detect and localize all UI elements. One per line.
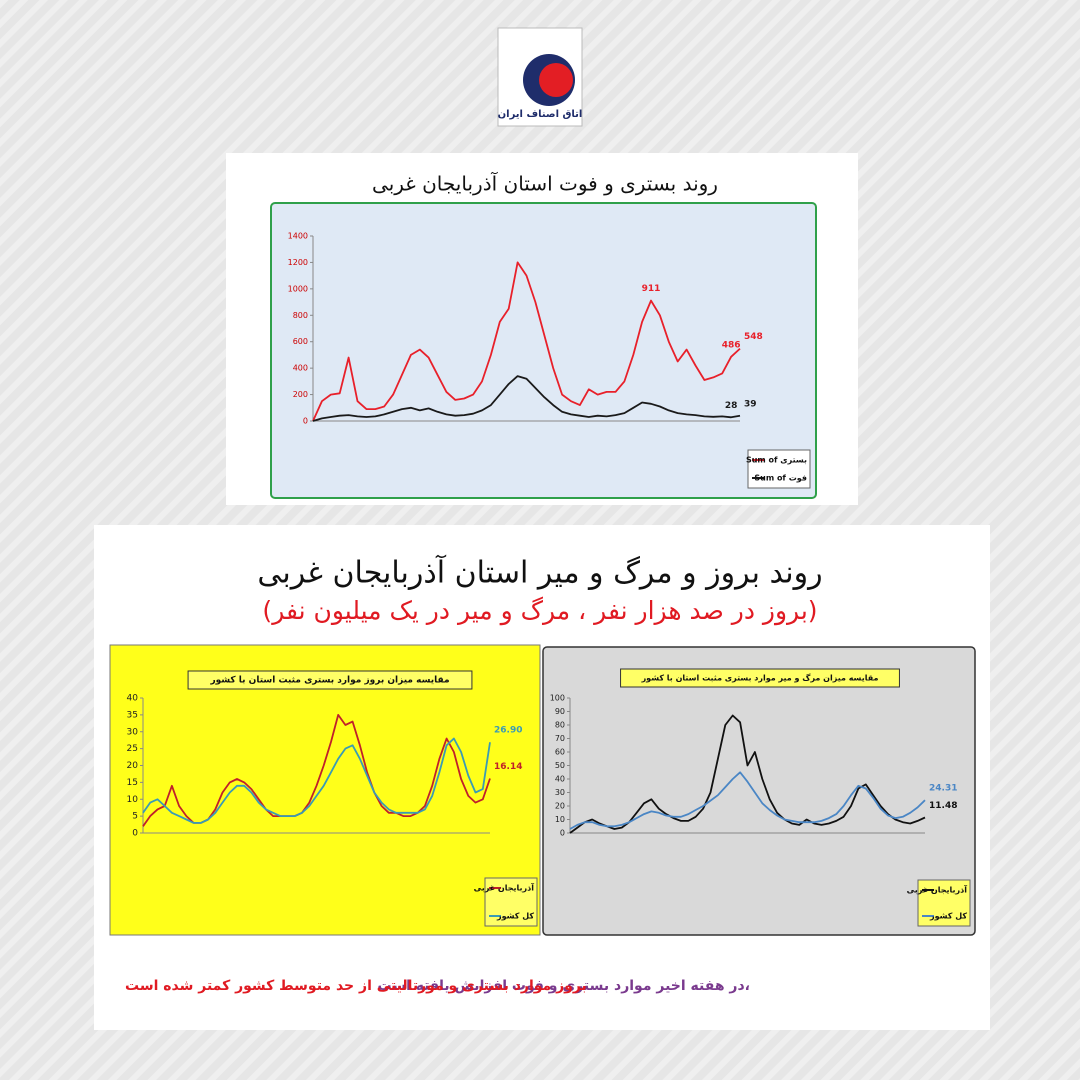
legend-label: Sum of بستری (746, 456, 807, 465)
y-tick-label: 35 (127, 710, 138, 720)
chart-title: روند بستری و فوت استان آذربایجان غربی (372, 171, 718, 196)
y-tick-label: 80 (555, 721, 565, 730)
y-tick-label: 200 (293, 390, 308, 399)
y-tick-label: 20 (127, 761, 139, 771)
data-label: 16.14 (494, 762, 522, 772)
y-tick-label: 1400 (288, 232, 308, 241)
series-line (312, 261, 741, 422)
title-box (187, 670, 473, 690)
y-tick-label: 1000 (288, 284, 308, 293)
section-title: روند بروز و مرگ و میر استان آذربایجان غر… (257, 555, 822, 591)
data-label: 486 (722, 340, 741, 350)
series-line (569, 771, 926, 830)
logo-text: اتاق اصناف ایران (498, 109, 583, 120)
y-tick-label: 30 (127, 727, 139, 737)
chart-title: مقایسه میزان بروز موارد بستری مثبت استان… (209, 676, 449, 686)
data-label: 28 (725, 401, 738, 411)
legend-label: کل کشور (929, 912, 967, 921)
title-box (620, 668, 900, 688)
legend-label: کل کشور (496, 912, 534, 921)
y-tick-label: 0 (132, 829, 138, 839)
y-tick-label: 50 (555, 761, 565, 770)
data-label: 11.48 (929, 801, 957, 811)
chart-frame (109, 644, 541, 936)
footer-note: بروز موارد بستری و مورتالیتی از حد متوسط… (125, 978, 587, 994)
legend-label: آذربایجان غربی (474, 883, 535, 893)
data-label: 24.31 (929, 784, 957, 794)
data-label: 26.90 (494, 726, 522, 736)
y-tick-label: 10 (555, 815, 565, 824)
legend-box (484, 877, 538, 927)
y-tick-label: 20 (555, 802, 565, 811)
y-tick-label: 40 (555, 775, 565, 784)
y-tick-label: 100 (550, 694, 565, 703)
y-tick-label: 25 (127, 744, 138, 754)
section-subtitle: (بروز در صد هزار نفر ، مرگ و میر در یک م… (262, 596, 817, 626)
footer-note: در هفته اخیر موارد بستری و فوت افزایش یا… (378, 978, 751, 994)
series-line (142, 737, 491, 824)
y-tick-label: 600 (293, 337, 308, 346)
y-tick-label: 40 (127, 694, 139, 704)
data-label: 39 (744, 399, 757, 409)
y-tick-label: 10 (127, 795, 139, 805)
logo-mark (539, 63, 573, 97)
series-line (312, 375, 741, 422)
legend-label: آذربایجان غربی (907, 885, 968, 895)
y-tick-label: 70 (555, 734, 565, 743)
y-tick-label: 5 (132, 812, 138, 822)
data-label: 548 (744, 332, 763, 342)
chart-frame (270, 202, 817, 499)
y-tick-label: 0 (560, 829, 565, 838)
y-tick-label: 60 (555, 748, 565, 757)
legend-box (917, 879, 971, 927)
chart-frame (542, 646, 976, 936)
y-tick-label: 400 (293, 364, 308, 373)
data-label: 911 (642, 284, 661, 294)
chart-title: مقایسه میزان مرگ و میر موارد بستری مثبت … (641, 673, 879, 683)
y-tick-label: 15 (127, 778, 138, 788)
y-tick-label: 30 (555, 788, 565, 797)
legend-label: Sum of فوت (754, 474, 807, 483)
y-tick-label: 1200 (288, 258, 308, 267)
y-tick-label: 90 (555, 707, 565, 716)
y-tick-label: 800 (293, 311, 308, 320)
legend-box (747, 449, 811, 489)
y-tick-label: 0 (303, 417, 308, 426)
